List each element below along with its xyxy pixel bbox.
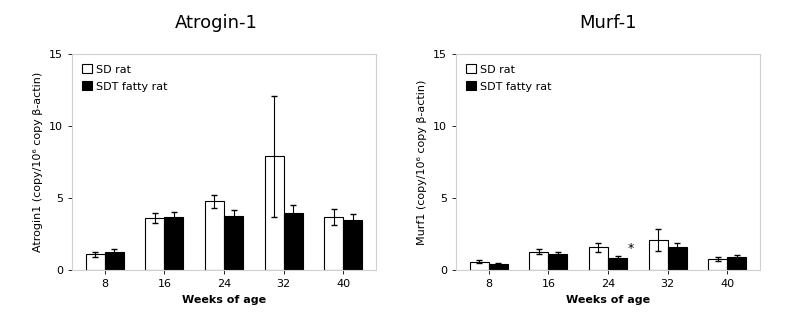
- Bar: [283, 213, 302, 270]
- Legend: SD rat, SDT fatty rat: SD rat, SDT fatty rat: [78, 59, 172, 96]
- Bar: [649, 240, 667, 270]
- X-axis label: Weeks of age: Weeks of age: [182, 295, 266, 305]
- Y-axis label: Murf1 (copy/10⁶ copy β-actin): Murf1 (copy/10⁶ copy β-actin): [418, 80, 427, 245]
- Bar: [343, 220, 362, 270]
- Bar: [530, 252, 549, 270]
- Legend: SD rat, SDT fatty rat: SD rat, SDT fatty rat: [462, 59, 556, 96]
- Bar: [470, 262, 489, 270]
- Bar: [489, 264, 508, 270]
- Text: Atrogin-1: Atrogin-1: [174, 14, 258, 32]
- Bar: [224, 216, 243, 270]
- X-axis label: Weeks of age: Weeks of age: [566, 295, 650, 305]
- Bar: [324, 217, 343, 270]
- Text: *: *: [627, 242, 634, 255]
- Bar: [146, 218, 165, 270]
- Bar: [265, 156, 283, 270]
- Y-axis label: Atrogin1 (copy/10⁶ copy β-actin): Atrogin1 (copy/10⁶ copy β-actin): [34, 72, 43, 252]
- Bar: [667, 247, 686, 270]
- Bar: [86, 254, 105, 270]
- Bar: [205, 201, 224, 270]
- Bar: [549, 254, 567, 270]
- Bar: [608, 258, 627, 270]
- Bar: [589, 247, 608, 270]
- Bar: [105, 252, 124, 270]
- Bar: [708, 259, 727, 270]
- Text: Murf-1: Murf-1: [579, 14, 637, 32]
- Bar: [165, 217, 183, 270]
- Bar: [727, 257, 746, 270]
